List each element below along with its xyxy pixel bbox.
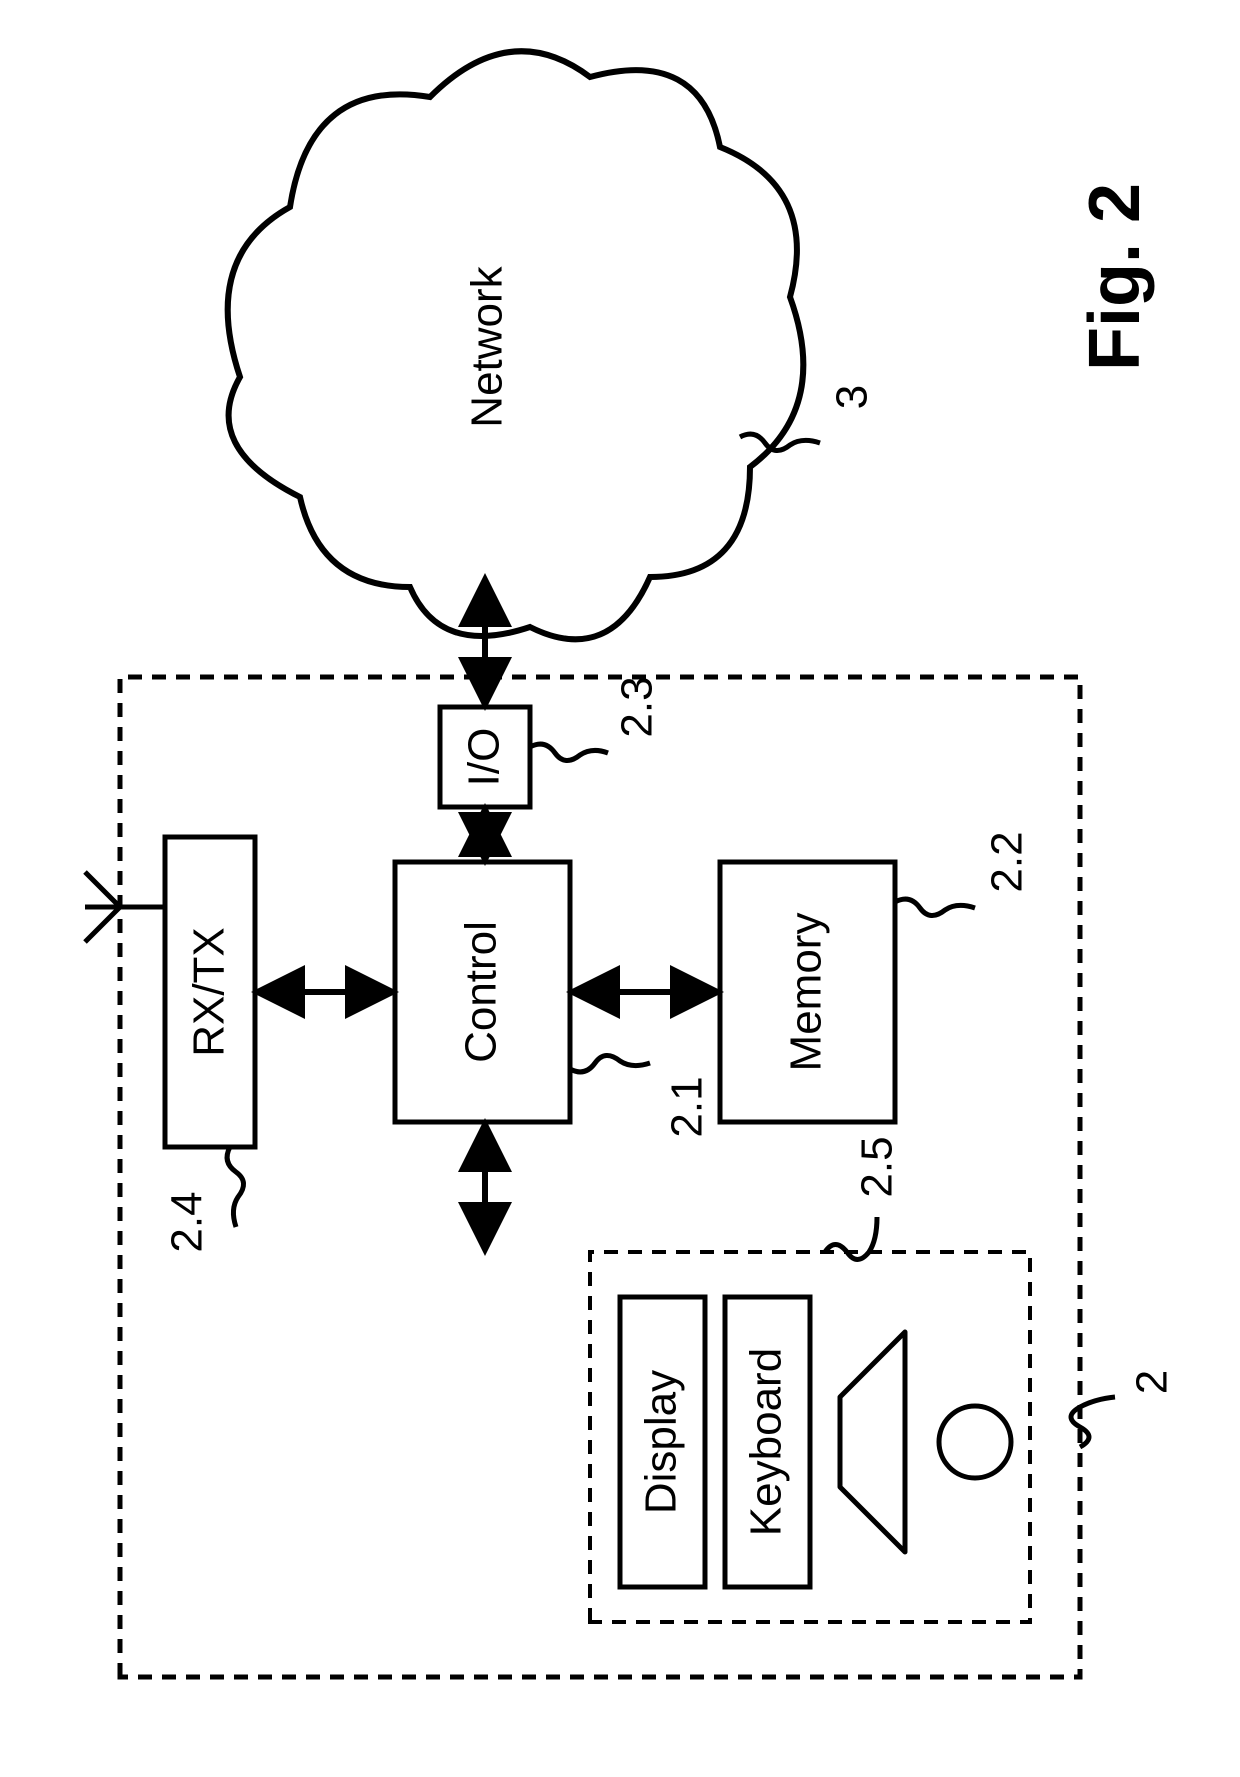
memory-ref: 2.2 bbox=[983, 831, 1032, 892]
memory-ref-squiggle bbox=[895, 899, 975, 915]
memory-label: Memory bbox=[782, 913, 831, 1072]
network-label: Network bbox=[463, 265, 512, 427]
device-ref: 2 bbox=[1128, 1370, 1177, 1394]
rxtx-ref-squiggle bbox=[227, 1147, 243, 1227]
network-cloud bbox=[228, 51, 804, 639]
io-ref: 2.3 bbox=[613, 676, 662, 737]
control-label: Control bbox=[457, 921, 506, 1063]
figure-title: Fig. 2 bbox=[1075, 183, 1155, 371]
display-label: Display bbox=[637, 1370, 686, 1514]
ui-group-ref: 2.5 bbox=[853, 1136, 902, 1197]
speaker-icon bbox=[840, 1332, 905, 1552]
control-ref-squiggle bbox=[570, 1055, 650, 1071]
device-box bbox=[120, 677, 1080, 1677]
mic-icon bbox=[939, 1406, 1011, 1478]
io-label: I/O bbox=[460, 728, 509, 787]
keyboard-label: Keyboard bbox=[742, 1348, 791, 1536]
rxtx-label: RX/TX bbox=[185, 927, 234, 1057]
network-ref: 3 bbox=[828, 385, 877, 409]
control-ref: 2.1 bbox=[663, 1076, 712, 1137]
io-ref-squiggle bbox=[530, 744, 608, 760]
rxtx-ref: 2.4 bbox=[163, 1191, 212, 1252]
